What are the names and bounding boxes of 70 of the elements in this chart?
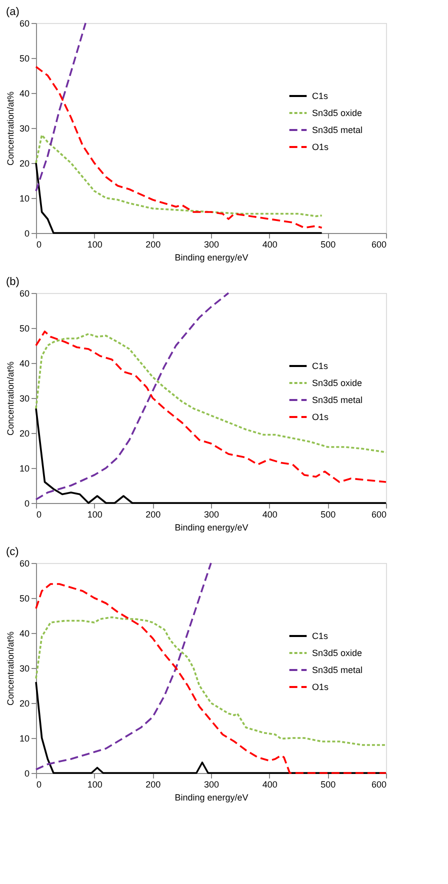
x-tick-label: 600 bbox=[371, 780, 386, 790]
line-series bbox=[35, 292, 230, 500]
y-tick-label: 20 bbox=[19, 428, 30, 438]
x-tick-label: 400 bbox=[262, 240, 278, 250]
legend-label: Sn3d5 metal bbox=[312, 125, 363, 135]
y-tick-label: 0 bbox=[24, 768, 30, 778]
legend-label: O1s bbox=[312, 412, 330, 422]
line-series bbox=[35, 22, 86, 192]
line-series bbox=[35, 162, 323, 234]
x-tick-label: 200 bbox=[146, 510, 161, 520]
legend-label: Sn3d5 oxide bbox=[312, 378, 362, 388]
legend-label: Sn3d5 oxide bbox=[312, 108, 362, 118]
y-axis-title: Concentration/at% bbox=[5, 91, 16, 166]
x-tick-label: 600 bbox=[371, 240, 386, 250]
y-tick-label: 50 bbox=[19, 594, 30, 604]
x-tick-label: 0 bbox=[36, 780, 42, 790]
x-tick-label: 500 bbox=[320, 240, 336, 250]
y-tick-label: 20 bbox=[19, 158, 30, 168]
y-tick-label: 10 bbox=[19, 464, 30, 474]
y-tick-label: 20 bbox=[19, 698, 30, 708]
x-tick-label: 300 bbox=[204, 510, 220, 520]
y-axis-title: Concentration/at% bbox=[5, 631, 16, 706]
y-tick-label: 30 bbox=[19, 394, 30, 404]
y-tick-label: 40 bbox=[19, 88, 30, 98]
y-tick-label: 60 bbox=[19, 558, 30, 568]
y-tick-label: 40 bbox=[19, 628, 30, 638]
x-tick-label: 400 bbox=[262, 510, 278, 520]
line-series bbox=[35, 330, 387, 483]
x-tick-label: 200 bbox=[146, 780, 161, 790]
legend-label: C1s bbox=[312, 631, 329, 641]
x-tick-label: 0 bbox=[36, 510, 42, 520]
x-tick-label: 500 bbox=[320, 510, 336, 520]
chart-title: (b) bbox=[6, 276, 20, 288]
legend-label: Sn3d5 oxide bbox=[312, 648, 362, 658]
chart-title: (a) bbox=[6, 6, 20, 18]
y-tick-label: 0 bbox=[24, 498, 30, 508]
y-tick-label: 30 bbox=[19, 124, 30, 134]
x-tick-label: 0 bbox=[36, 240, 42, 250]
x-axis-title: Binding energy/eV bbox=[174, 252, 248, 262]
line-series bbox=[35, 333, 387, 454]
line-series bbox=[35, 616, 387, 746]
y-tick-label: 10 bbox=[19, 194, 30, 204]
legend-label: Sn3d5 metal bbox=[312, 665, 363, 675]
x-tick-label: 100 bbox=[87, 780, 102, 790]
y-tick-label: 40 bbox=[19, 358, 30, 368]
legend-label: O1s bbox=[312, 142, 330, 152]
legend-label: Sn3d5 metal bbox=[312, 395, 363, 405]
y-tick-label: 10 bbox=[19, 734, 30, 744]
y-axis-title: Concentration/at% bbox=[5, 361, 16, 436]
line-series bbox=[35, 562, 212, 770]
y-tick-label: 0 bbox=[24, 228, 30, 238]
y-tick-label: 50 bbox=[19, 324, 30, 334]
y-tick-label: 60 bbox=[19, 18, 30, 28]
x-tick-label: 500 bbox=[320, 780, 336, 790]
x-tick-label: 200 bbox=[146, 240, 161, 250]
y-tick-label: 30 bbox=[19, 664, 30, 674]
legend-label: O1s bbox=[312, 682, 330, 692]
y-tick-label: 60 bbox=[19, 288, 30, 298]
legend-label: C1s bbox=[312, 91, 329, 101]
y-tick-label: 50 bbox=[19, 54, 30, 64]
chart-title: (c) bbox=[6, 546, 19, 558]
x-tick-label: 300 bbox=[204, 240, 220, 250]
x-tick-label: 400 bbox=[262, 780, 278, 790]
legend-label: C1s bbox=[312, 361, 329, 371]
x-tick-label: 300 bbox=[204, 780, 220, 790]
x-tick-label: 100 bbox=[87, 510, 102, 520]
x-axis-title: Binding energy/eV bbox=[174, 522, 248, 532]
x-tick-label: 600 bbox=[371, 510, 386, 520]
x-tick-label: 100 bbox=[87, 240, 102, 250]
x-axis-title: Binding energy/eV bbox=[174, 792, 248, 802]
